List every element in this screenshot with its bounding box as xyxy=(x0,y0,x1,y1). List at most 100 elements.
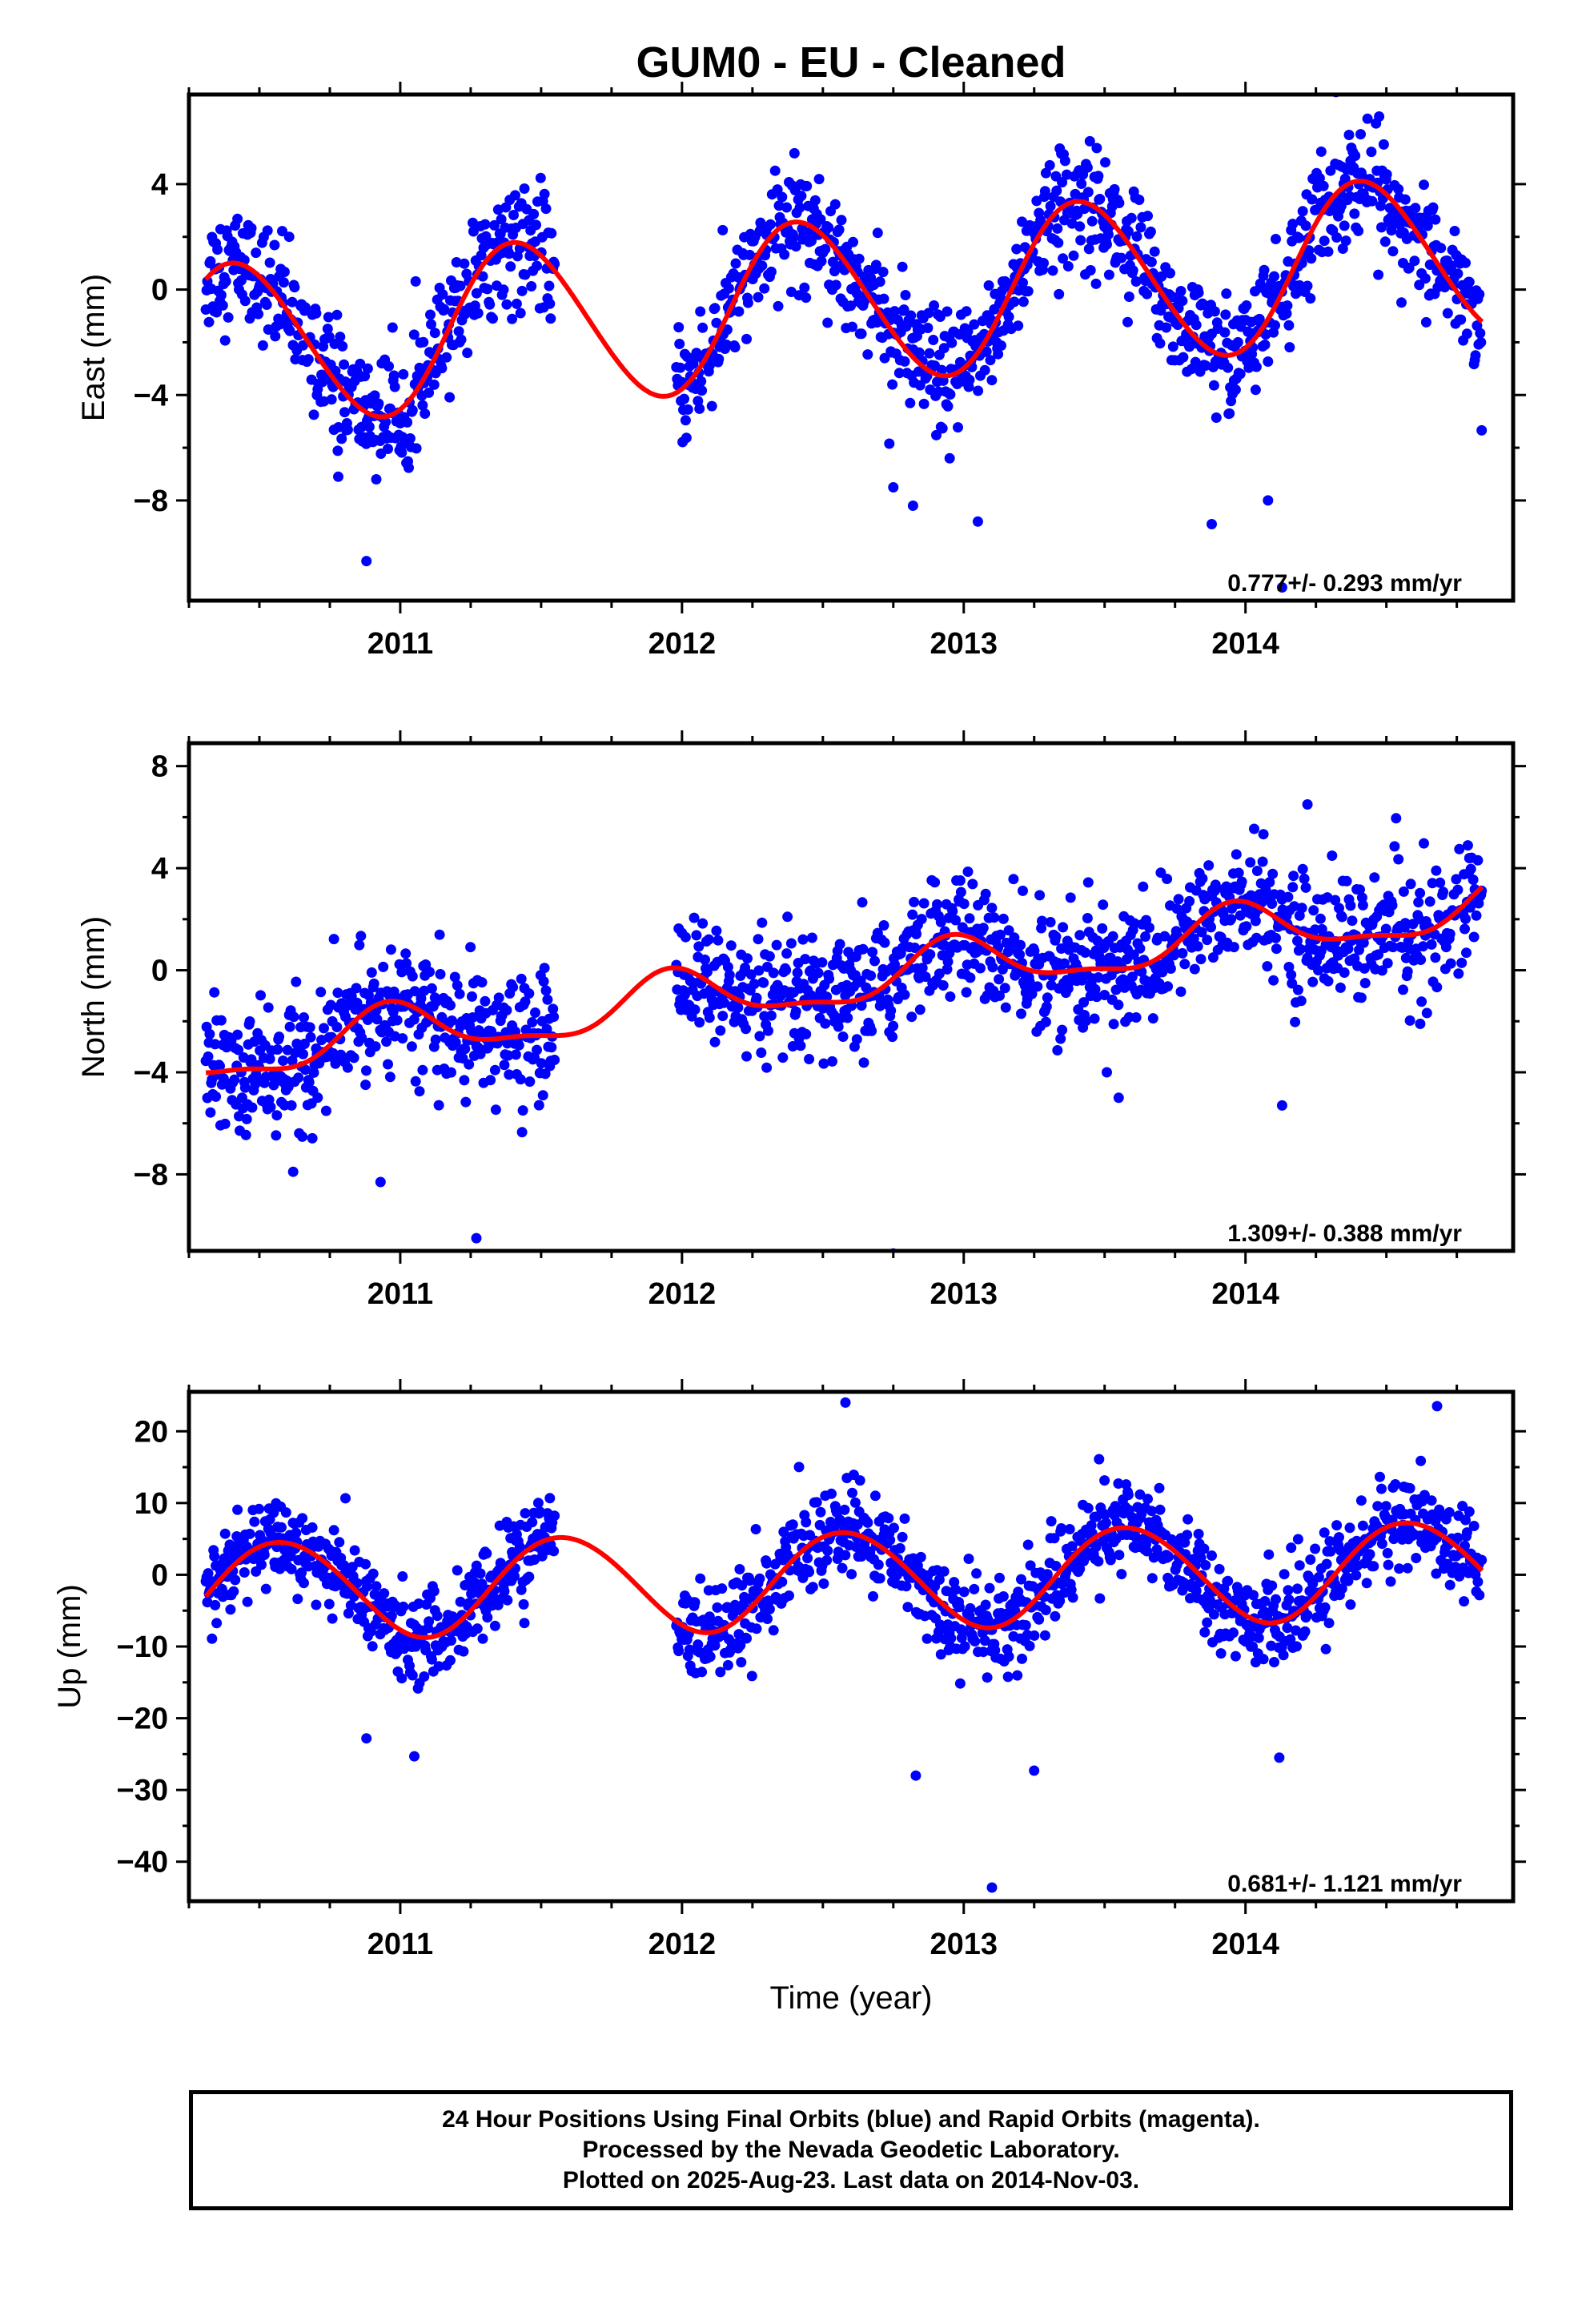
east-point xyxy=(1068,250,1079,261)
east-point xyxy=(790,241,801,252)
east-point xyxy=(1221,288,1232,300)
east-point xyxy=(848,236,858,247)
east-point xyxy=(961,306,972,317)
north-point xyxy=(1173,894,1184,905)
east-point xyxy=(330,365,341,376)
north-point xyxy=(754,1031,765,1042)
up-ytick-label: −20 xyxy=(117,1703,168,1736)
east-point xyxy=(323,312,334,323)
up-point xyxy=(1343,1575,1354,1586)
east-outlier-point xyxy=(888,482,899,493)
up-point xyxy=(1154,1504,1166,1515)
east-point xyxy=(1449,226,1460,236)
up-point xyxy=(821,1554,833,1566)
up-point xyxy=(1285,1634,1296,1645)
east-point xyxy=(337,340,348,352)
north-point xyxy=(1452,884,1464,895)
east-point xyxy=(1142,211,1153,222)
up-point xyxy=(1345,1599,1356,1610)
up-point xyxy=(994,1572,1005,1583)
north-point xyxy=(391,1015,403,1026)
up-point xyxy=(407,1670,418,1681)
north-point xyxy=(1251,866,1263,876)
north-point xyxy=(701,967,713,978)
north-point xyxy=(204,1028,215,1039)
east-point xyxy=(1300,220,1311,231)
east-point xyxy=(847,321,857,332)
north-point xyxy=(878,920,889,931)
east-point xyxy=(1165,267,1175,279)
east-point xyxy=(223,312,234,323)
up-point xyxy=(1228,1627,1239,1638)
east-point xyxy=(829,199,841,210)
east-point xyxy=(937,423,948,434)
north-point xyxy=(1231,849,1242,860)
east-point xyxy=(544,280,555,292)
north-point xyxy=(490,1104,501,1116)
up-point xyxy=(1029,1630,1040,1641)
north-point xyxy=(782,911,793,923)
north-point xyxy=(271,1110,283,1121)
east-point xyxy=(674,339,685,349)
caption-box: 24 Hour Positions Using Final Orbits (bl… xyxy=(189,2090,1513,2210)
east-point xyxy=(371,474,382,485)
north-point xyxy=(239,1082,251,1093)
east-point xyxy=(1460,257,1471,268)
up-point xyxy=(548,1546,560,1557)
north-point xyxy=(368,978,379,989)
east-point xyxy=(482,283,493,295)
east-point xyxy=(1305,293,1316,304)
east-point xyxy=(480,219,491,230)
up-point xyxy=(1042,1569,1053,1580)
east-point xyxy=(496,214,507,225)
north-point xyxy=(537,1090,548,1101)
north-point xyxy=(515,1074,526,1085)
east-point xyxy=(298,340,308,351)
north-ytick-label: −4 xyxy=(134,1056,168,1090)
north-point xyxy=(1355,884,1365,895)
north-point xyxy=(468,1012,478,1023)
up-point xyxy=(433,1661,444,1672)
east-point xyxy=(1127,265,1138,276)
up-point xyxy=(1376,1483,1387,1494)
north-point xyxy=(801,1028,812,1039)
east-point xyxy=(679,393,689,404)
north-outlier-point xyxy=(375,1176,386,1188)
east-point xyxy=(308,409,319,420)
up-point xyxy=(1002,1671,1014,1683)
east-point xyxy=(1154,338,1166,349)
east-point xyxy=(1379,236,1391,247)
north-point xyxy=(724,970,735,980)
north-point xyxy=(763,1025,773,1036)
north-point xyxy=(800,954,811,965)
north-point xyxy=(536,1058,547,1069)
up-point xyxy=(751,1623,762,1634)
north-point xyxy=(1050,931,1062,943)
north-y-axis-label: North (mm) xyxy=(76,916,111,1078)
north-point xyxy=(299,1012,309,1023)
east-outlier-point xyxy=(907,501,918,511)
north-point xyxy=(1387,942,1399,953)
east-point xyxy=(519,183,530,194)
up-point xyxy=(826,1488,837,1499)
up-point xyxy=(715,1667,726,1678)
north-point xyxy=(1472,854,1484,866)
north-point xyxy=(865,970,877,981)
east-point xyxy=(539,188,550,199)
north-point xyxy=(935,916,946,927)
north-point xyxy=(1207,952,1219,963)
up-point xyxy=(705,1651,716,1663)
up-point xyxy=(519,1618,530,1629)
north-point xyxy=(1391,813,1402,824)
up-point xyxy=(1067,1592,1078,1603)
up-point xyxy=(1022,1539,1034,1550)
north-point xyxy=(1171,903,1182,915)
up-point xyxy=(489,1620,500,1631)
north-point xyxy=(964,913,975,924)
east-point xyxy=(520,269,531,280)
east-point xyxy=(1343,130,1355,140)
up-point xyxy=(307,1522,318,1533)
up-point xyxy=(709,1640,721,1651)
north-point xyxy=(241,1113,252,1124)
up-point xyxy=(804,1566,815,1578)
